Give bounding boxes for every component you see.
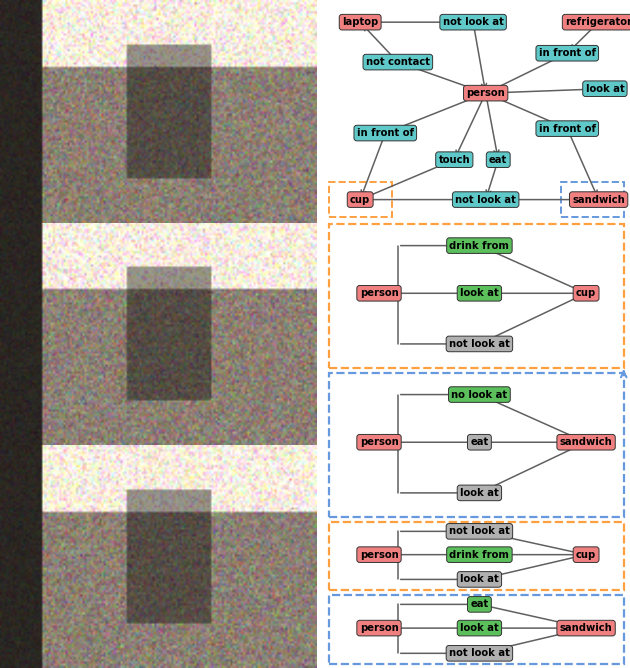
- Text: person: person: [466, 88, 505, 98]
- Text: not contact: not contact: [366, 57, 430, 67]
- Bar: [329, 182, 392, 217]
- Text: eat: eat: [470, 599, 488, 609]
- Text: cup: cup: [576, 289, 596, 299]
- Text: cup: cup: [576, 550, 596, 560]
- Text: person: person: [360, 438, 398, 448]
- Text: in front of: in front of: [357, 128, 414, 138]
- Text: eat: eat: [489, 155, 507, 165]
- Text: look at: look at: [460, 574, 499, 584]
- Text: cup: cup: [350, 194, 370, 204]
- Text: look at: look at: [460, 623, 499, 633]
- Text: drink from: drink from: [449, 550, 509, 560]
- Text: person: person: [360, 550, 398, 560]
- Text: laptop: laptop: [342, 17, 378, 27]
- Text: in front of: in front of: [539, 124, 596, 134]
- Text: look at: look at: [585, 84, 624, 94]
- Bar: [329, 224, 624, 368]
- Text: not look at: not look at: [443, 17, 503, 27]
- Text: no look at: no look at: [451, 389, 508, 399]
- Text: person: person: [360, 289, 398, 299]
- Text: sandwich: sandwich: [559, 623, 612, 633]
- Text: sandwich: sandwich: [559, 438, 612, 448]
- Text: in front of: in front of: [539, 48, 596, 58]
- Bar: [329, 595, 624, 664]
- Text: not look at: not look at: [449, 649, 510, 659]
- Text: not look at: not look at: [455, 194, 516, 204]
- Text: look at: look at: [460, 488, 499, 498]
- Bar: [329, 373, 624, 517]
- Bar: [561, 182, 624, 217]
- Text: person: person: [360, 623, 398, 633]
- Text: sandwich: sandwich: [572, 194, 625, 204]
- Text: touch: touch: [438, 155, 470, 165]
- Text: not look at: not look at: [449, 339, 510, 349]
- Text: not look at: not look at: [449, 526, 510, 536]
- Bar: [329, 522, 624, 590]
- Text: eat: eat: [470, 438, 488, 448]
- Text: look at: look at: [460, 289, 499, 299]
- Text: refrigerator: refrigerator: [565, 17, 630, 27]
- Text: drink from: drink from: [449, 240, 509, 250]
